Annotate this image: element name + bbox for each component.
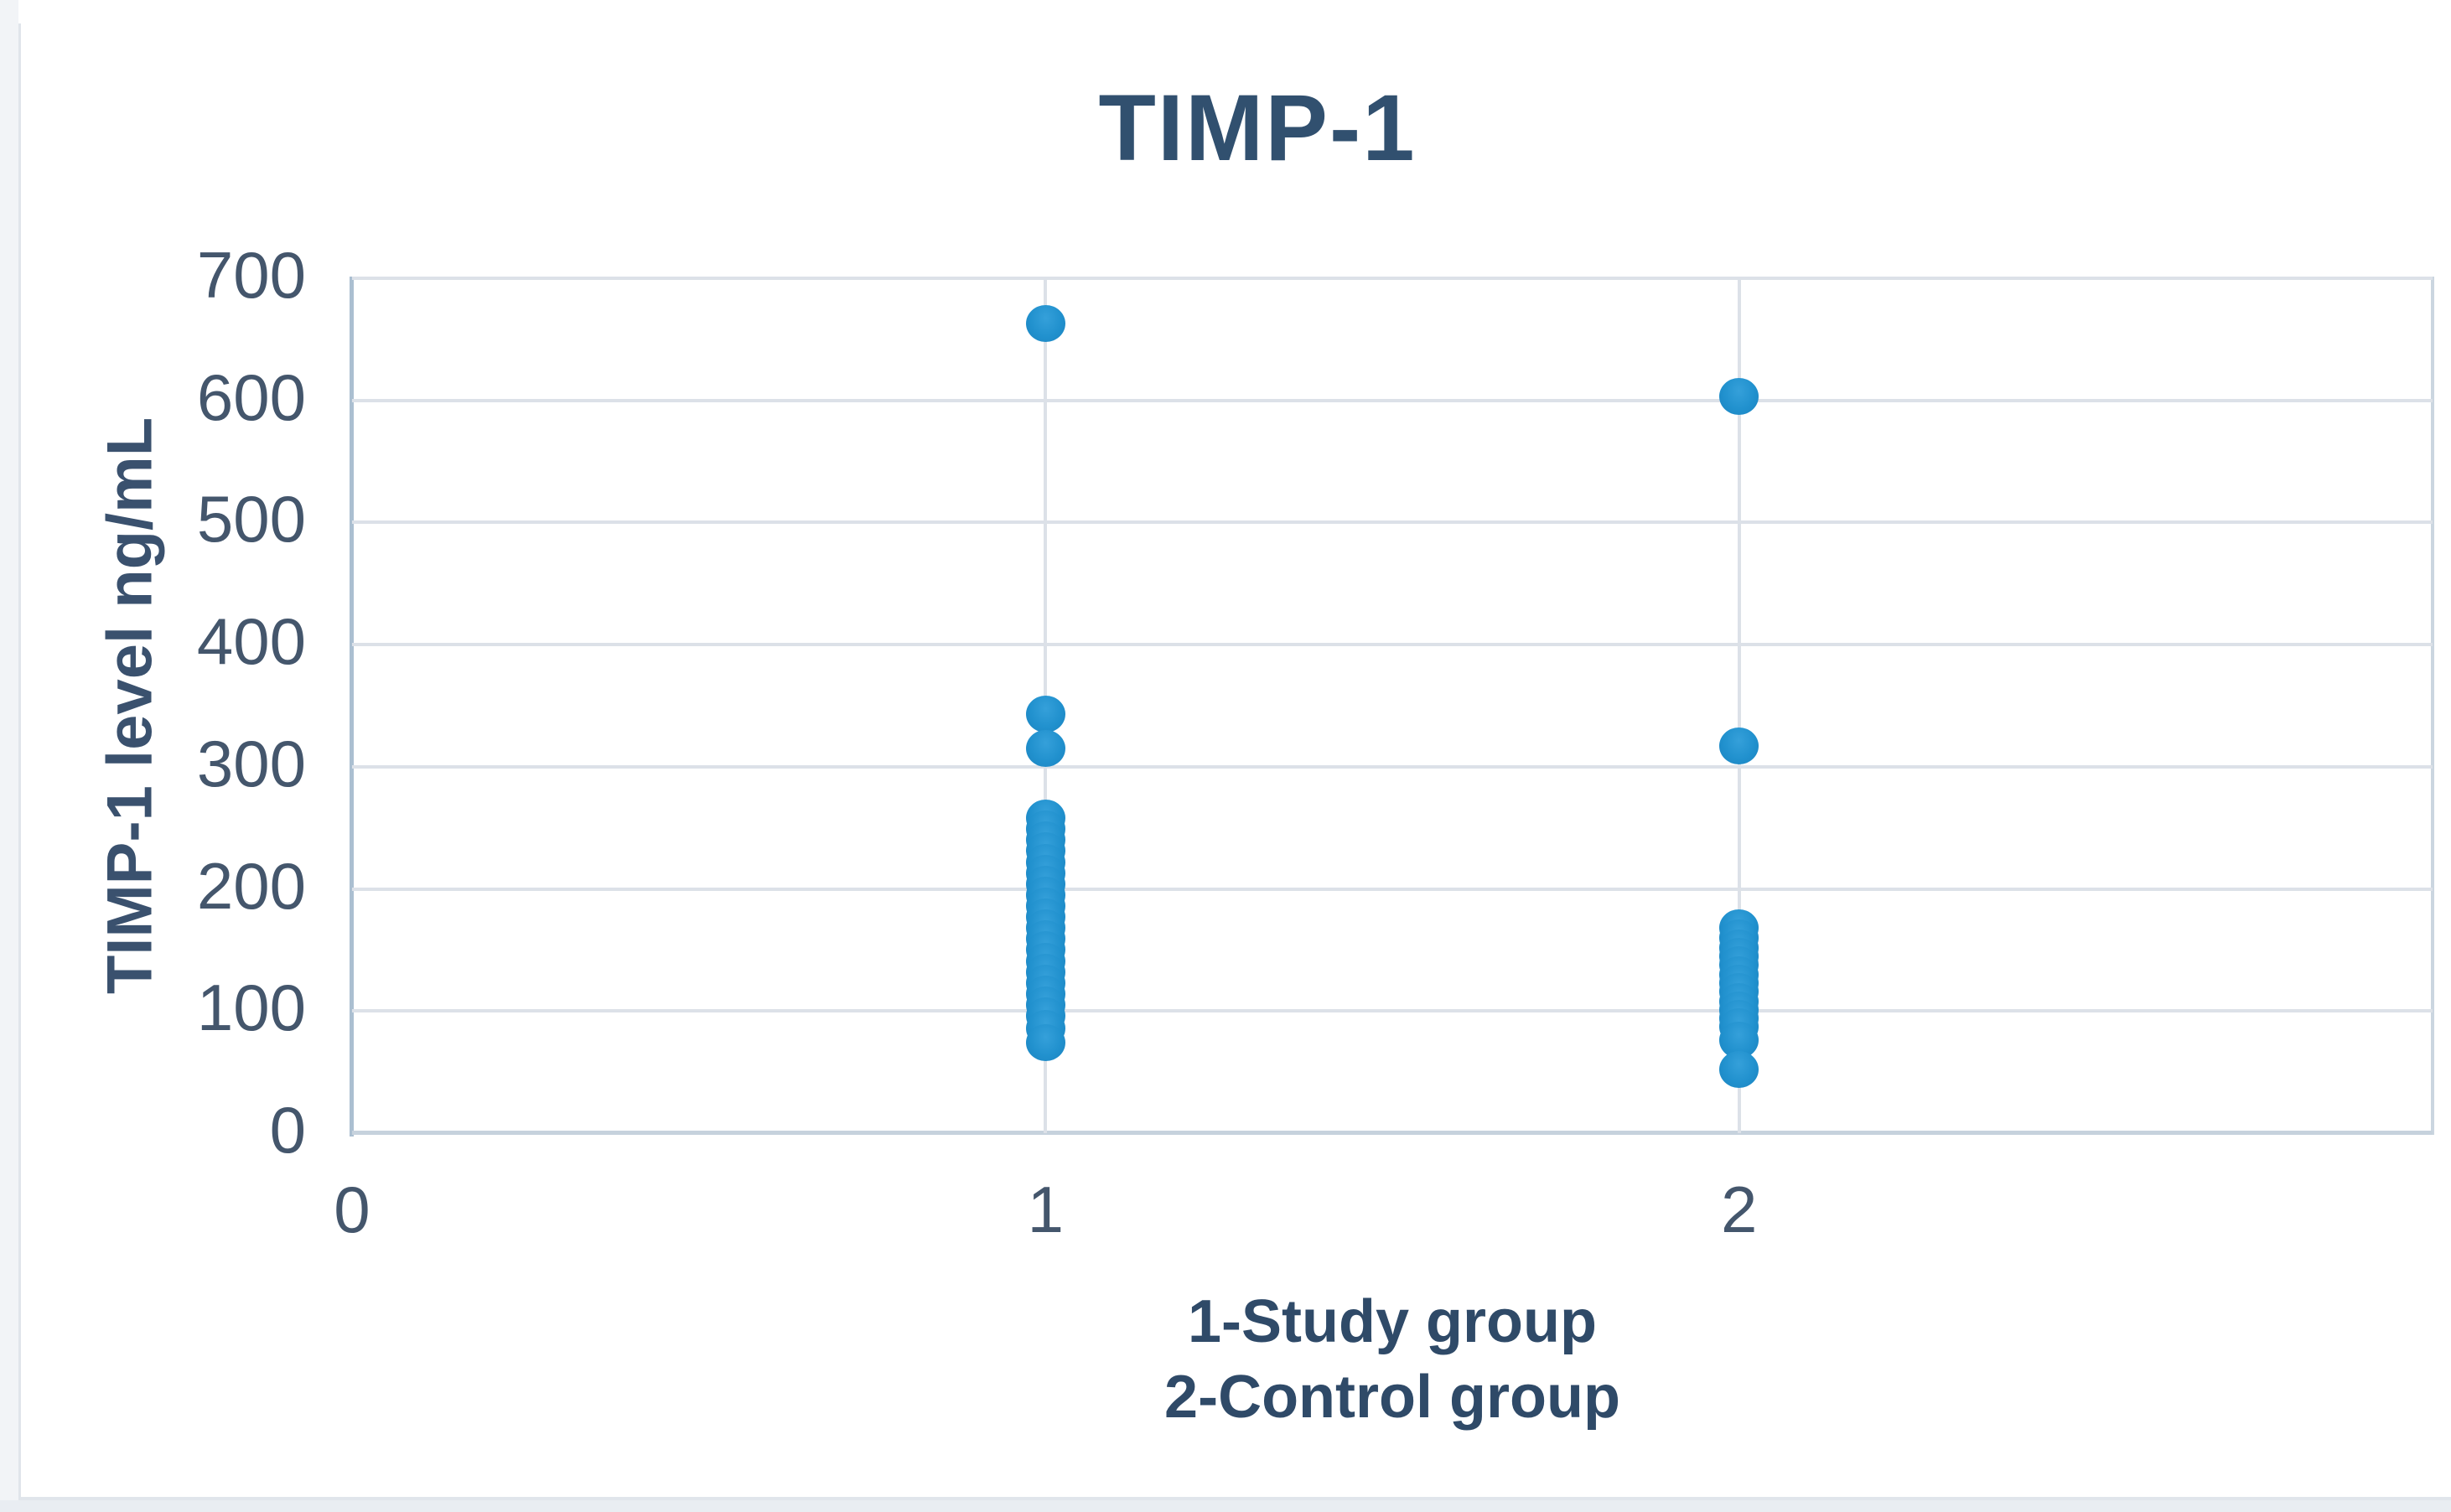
data-point-study-group <box>1025 730 1065 767</box>
h-gridline-600 <box>352 398 2433 402</box>
x-axis-caption-line1: 1-Study group <box>1188 1288 1597 1355</box>
page-bottom-border <box>18 1497 2451 1500</box>
v-gridline-2 <box>1737 278 1741 1133</box>
h-gridline-200 <box>352 887 2433 891</box>
x-axis-caption-line2: 2-Control group <box>1164 1364 1620 1431</box>
h-gridline-700 <box>352 277 2433 280</box>
x-tick-label-2: 2 <box>1720 1173 1758 1246</box>
y-tick-label-400: 400 <box>196 604 306 679</box>
data-point-study-group <box>1025 1024 1065 1062</box>
page-left-margin <box>0 0 18 1512</box>
y-tick-label-300: 300 <box>196 726 306 800</box>
h-gridline-100 <box>352 1009 2433 1013</box>
y-tick-label-600: 600 <box>196 360 306 434</box>
plot-area <box>350 277 2434 1137</box>
x-axis-line <box>352 1131 2433 1135</box>
data-point-study-group <box>1025 696 1065 733</box>
data-point-control-group <box>1719 1051 1759 1089</box>
page-bottom-margin <box>0 1500 2451 1512</box>
plot-right-border <box>2431 277 2434 1135</box>
x-tick-label-1: 1 <box>1027 1173 1065 1246</box>
h-gridline-400 <box>352 643 2433 647</box>
y-tick-label-500: 500 <box>196 482 306 557</box>
page-left-border <box>18 23 21 1500</box>
h-gridline-500 <box>352 520 2433 525</box>
data-point-study-group <box>1025 304 1065 342</box>
y-tick-label-0: 0 <box>269 1092 306 1167</box>
y-axis-line <box>350 277 354 1137</box>
y-tick-label-100: 100 <box>196 971 306 1045</box>
data-point-control-group <box>1719 728 1759 765</box>
data-point-control-group <box>1719 378 1759 416</box>
y-tick-label-200: 200 <box>196 848 306 923</box>
h-gridline-300 <box>352 764 2433 769</box>
chart-title: TIMP-1 <box>1098 75 1417 180</box>
y-tick-label-700: 700 <box>196 237 306 312</box>
x-tick-label-0: 0 <box>334 1173 370 1246</box>
